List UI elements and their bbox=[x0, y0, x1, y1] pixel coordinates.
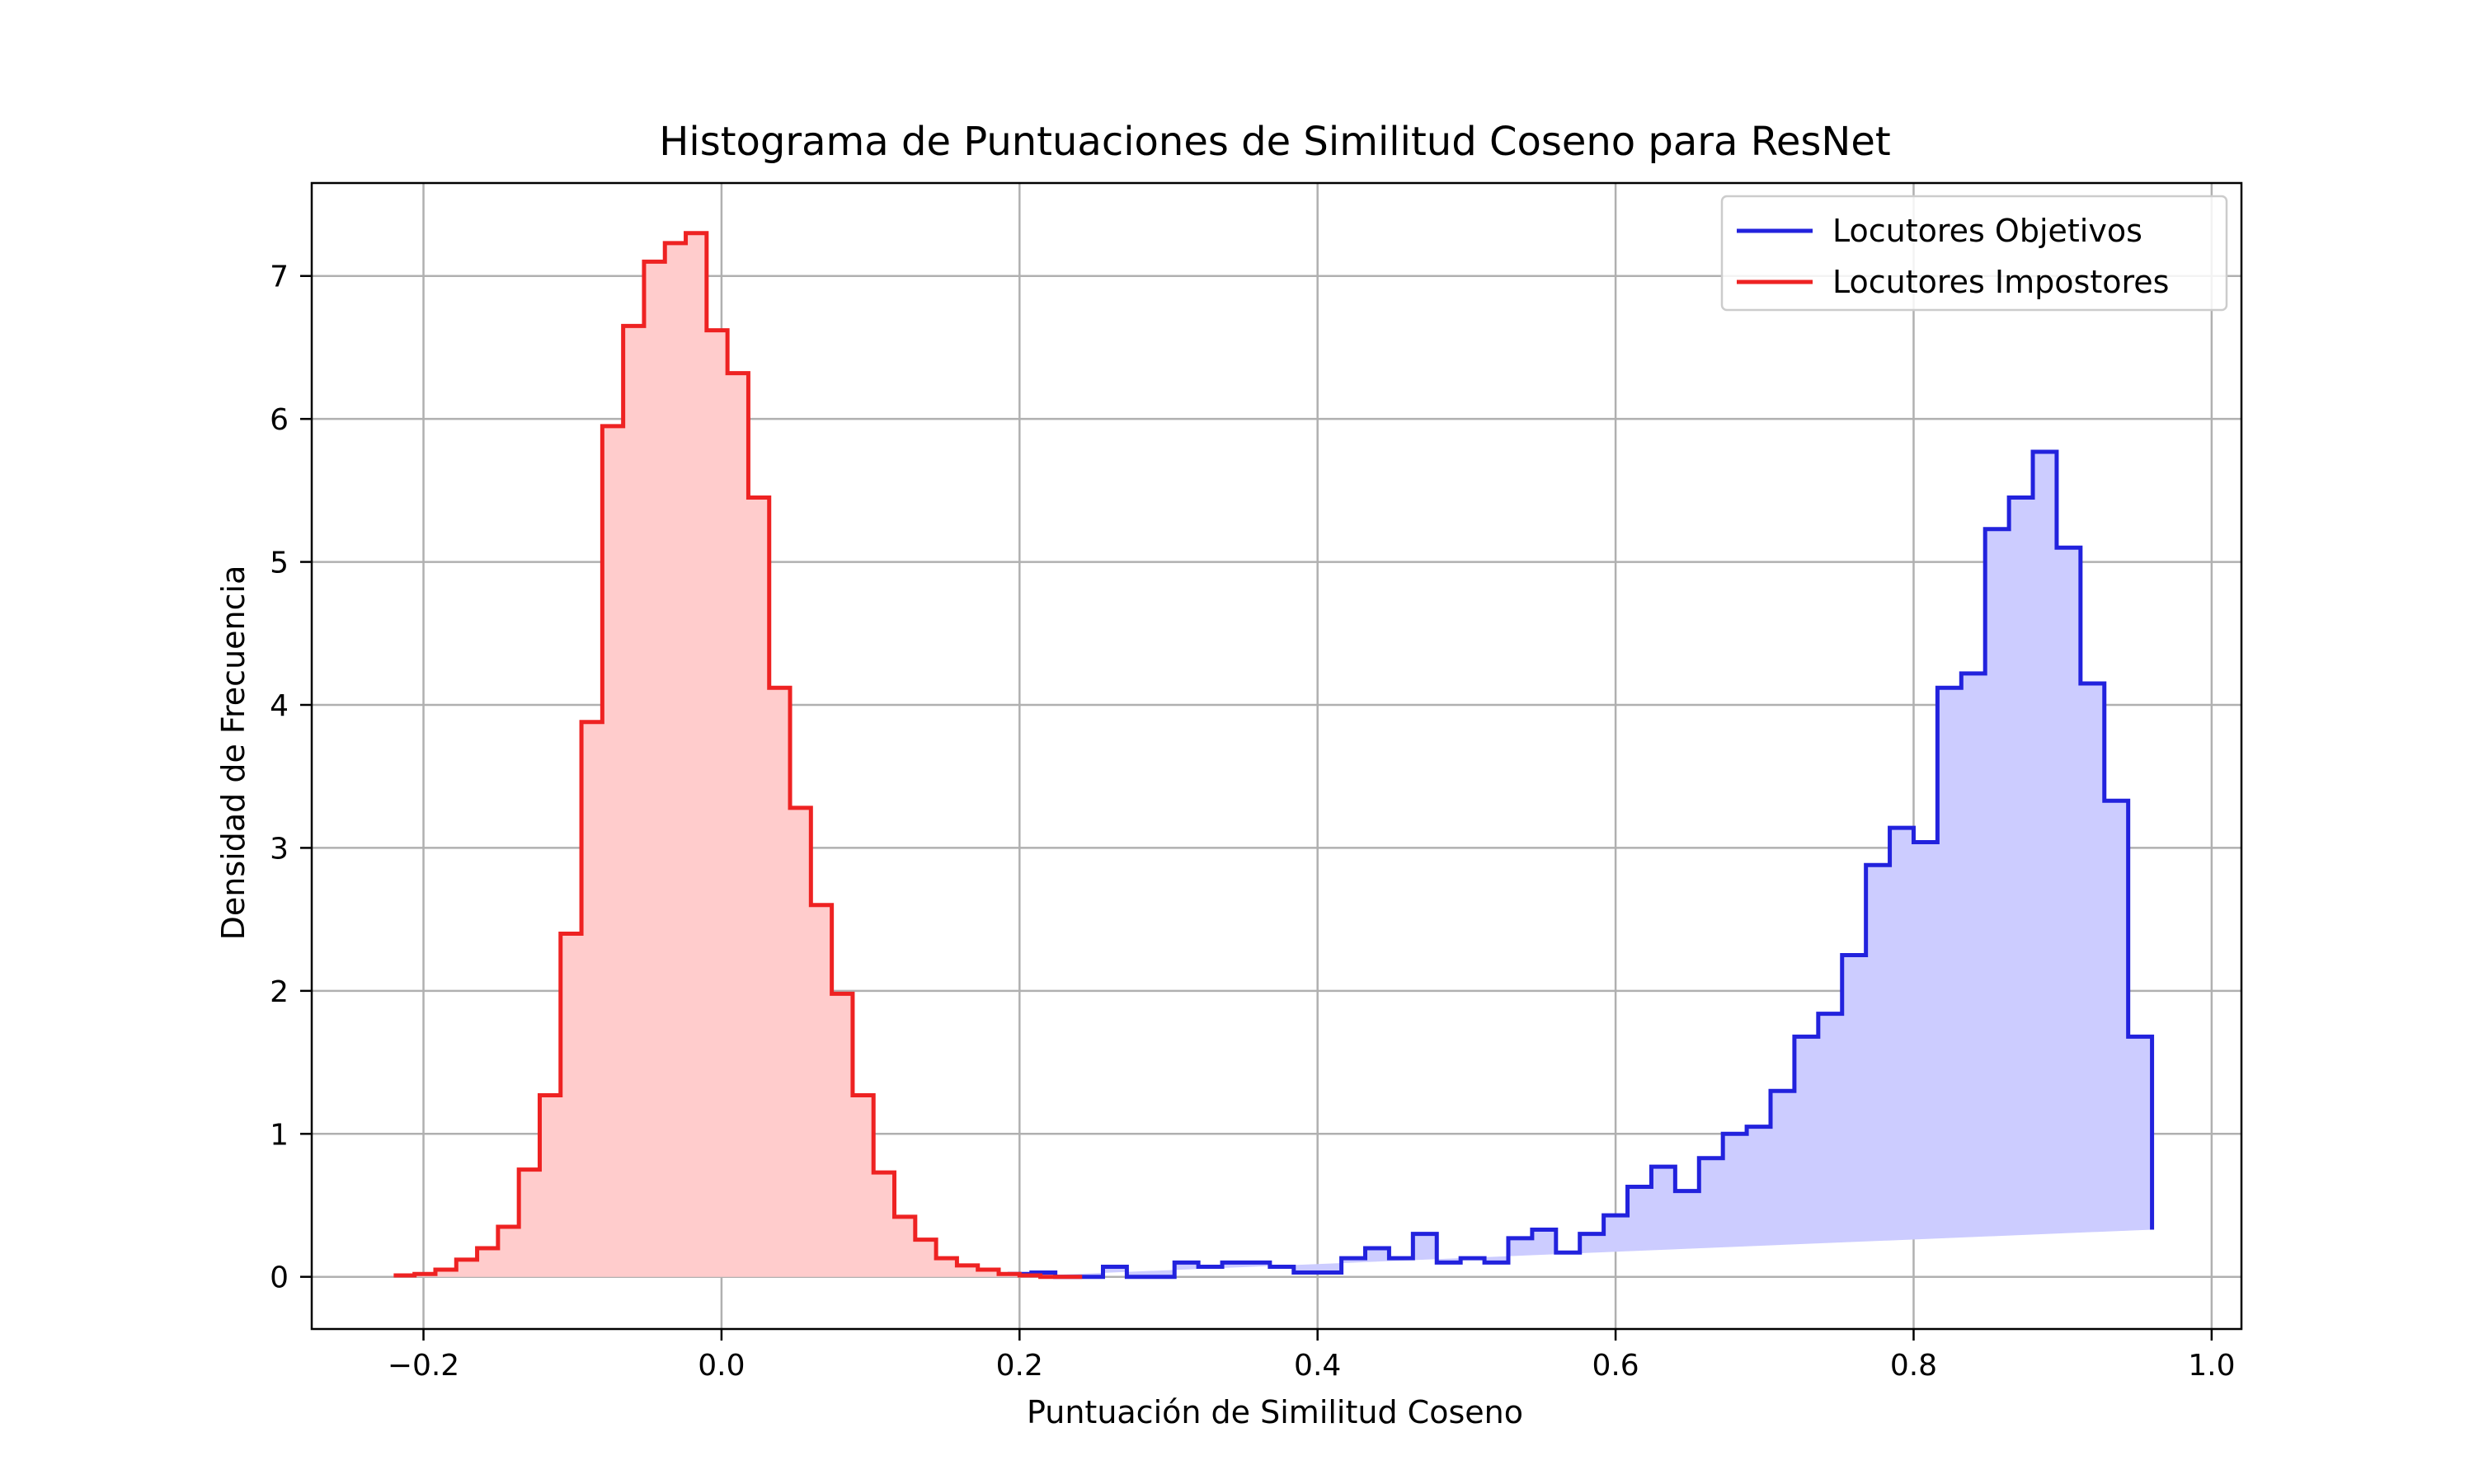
plot-frame bbox=[310, 181, 2243, 1331]
histogram-bin bbox=[539, 1095, 560, 1276]
histogram-bin bbox=[895, 1217, 915, 1277]
x-tick-label: 1.0 bbox=[2188, 1349, 2235, 1383]
histogram-bin bbox=[1628, 1186, 1652, 1276]
histogram-step-line bbox=[393, 231, 1083, 1280]
histogram-bin bbox=[1508, 1238, 1532, 1277]
histogram-bin bbox=[1604, 1215, 1628, 1277]
histogram-bin bbox=[1913, 842, 1937, 1276]
x-tick-label: 0.2 bbox=[996, 1349, 1043, 1383]
histogram-bin bbox=[748, 498, 769, 1277]
histogram-bin bbox=[561, 933, 581, 1276]
legend-label: Locutores Impostores bbox=[1832, 264, 2169, 300]
x-tick-label: 0.0 bbox=[698, 1349, 745, 1383]
histogram-bin bbox=[1961, 674, 1985, 1277]
y-tick-label: 6 bbox=[270, 403, 289, 437]
y-tick-label: 3 bbox=[270, 832, 289, 866]
histogram-bin bbox=[1818, 1014, 1842, 1277]
histogram-bin bbox=[1437, 1262, 1460, 1276]
y-tick-label: 0 bbox=[270, 1261, 289, 1295]
histogram-bin bbox=[2128, 1036, 2152, 1276]
histogram-bin bbox=[477, 1248, 498, 1277]
histogram-bin bbox=[2057, 547, 2081, 1276]
histogram-bin bbox=[873, 1172, 894, 1277]
y-tick-label: 2 bbox=[270, 975, 289, 1009]
histogram-bin bbox=[1866, 865, 1890, 1276]
histogram-bin bbox=[1651, 1167, 1675, 1277]
histogram-bin bbox=[456, 1260, 477, 1277]
histogram-bin bbox=[1890, 828, 1914, 1277]
histogram-bin bbox=[1342, 1258, 1366, 1277]
histogram-bin bbox=[1675, 1191, 1699, 1277]
histogram-bin bbox=[1413, 1234, 1437, 1277]
histogram-bin bbox=[665, 243, 685, 1277]
histogram-bin bbox=[1246, 1262, 1270, 1276]
legend: Locutores Objetivos Locutores Impostores bbox=[1720, 195, 2228, 312]
histogram-bin bbox=[1985, 529, 2009, 1277]
histogram-bin bbox=[1389, 1258, 1413, 1277]
histogram-bin bbox=[686, 233, 707, 1277]
histogram-bin bbox=[581, 722, 602, 1277]
x-tick-label: 0.8 bbox=[1890, 1349, 1937, 1383]
x-tick-label: 0.4 bbox=[1294, 1349, 1341, 1383]
histogram-bin bbox=[853, 1095, 873, 1276]
x-axis-label: Puntuación de Similitud Coseno bbox=[1027, 1394, 1523, 1430]
histogram-series bbox=[393, 231, 2155, 1280]
histogram-bin bbox=[1174, 1262, 1198, 1276]
histogram-bin bbox=[1723, 1134, 1747, 1276]
x-tick-label: 0.6 bbox=[1592, 1349, 1639, 1383]
histogram-bin bbox=[602, 426, 623, 1277]
histogram-bin bbox=[2105, 801, 2128, 1277]
histogram-bin bbox=[644, 261, 665, 1276]
legend-label: Locutores Objetivos bbox=[1832, 213, 2142, 249]
histogram-bin bbox=[727, 373, 748, 1277]
series-impostores bbox=[393, 231, 1083, 1280]
series-objetivos bbox=[1007, 449, 2155, 1280]
histogram-bin bbox=[1937, 688, 1961, 1277]
histogram-bin bbox=[1794, 1036, 1818, 1276]
legend-box bbox=[1720, 195, 2228, 312]
histogram-bin bbox=[1460, 1258, 1484, 1277]
axis-ticks: −0.2 0.0 0.2 0.4 0.6 0.8 1.0 0 1 2 3 4 5 6 7 bbox=[270, 261, 2235, 1383]
histogram-bin bbox=[1532, 1229, 1556, 1276]
histogram-bin bbox=[936, 1258, 957, 1277]
histogram-bin bbox=[1747, 1127, 1771, 1277]
histogram-bin bbox=[915, 1240, 936, 1277]
histogram-bin bbox=[2033, 452, 2057, 1277]
histogram-bin bbox=[498, 1227, 519, 1277]
x-tick-label: −0.2 bbox=[388, 1349, 459, 1383]
histogram-bin bbox=[1842, 955, 1866, 1276]
histogram-bin bbox=[769, 688, 790, 1277]
histogram-bin bbox=[519, 1170, 539, 1277]
histogram-fill bbox=[393, 232, 1083, 1277]
histogram-bin bbox=[707, 331, 727, 1277]
histogram-bin bbox=[811, 905, 831, 1277]
y-tick-label: 7 bbox=[270, 261, 289, 294]
y-axis-label: Densidad de Frecuencia bbox=[215, 566, 252, 941]
y-tick-label: 1 bbox=[270, 1118, 289, 1152]
histogram-bin bbox=[1771, 1091, 1794, 1276]
chart-title: Histograma de Puntuaciones de Similitud … bbox=[659, 119, 1890, 165]
y-tick-label: 4 bbox=[270, 689, 289, 723]
histogram-bin bbox=[2009, 498, 2033, 1277]
histogram-bin bbox=[1366, 1248, 1390, 1277]
histogram-bin bbox=[1699, 1158, 1723, 1277]
histogram-bin bbox=[623, 326, 644, 1276]
histogram-bin bbox=[1556, 1252, 1580, 1276]
histogram-bin bbox=[832, 993, 853, 1276]
y-tick-label: 5 bbox=[270, 547, 289, 580]
histogram-bin bbox=[2081, 683, 2105, 1277]
histogram-step-line bbox=[1007, 449, 2155, 1280]
histogram-fill bbox=[1007, 452, 2152, 1277]
histogram-bin bbox=[1484, 1262, 1508, 1276]
histogram-bin bbox=[1580, 1234, 1604, 1277]
histogram-bin bbox=[790, 808, 811, 1277]
histogram-bin bbox=[1222, 1262, 1246, 1276]
